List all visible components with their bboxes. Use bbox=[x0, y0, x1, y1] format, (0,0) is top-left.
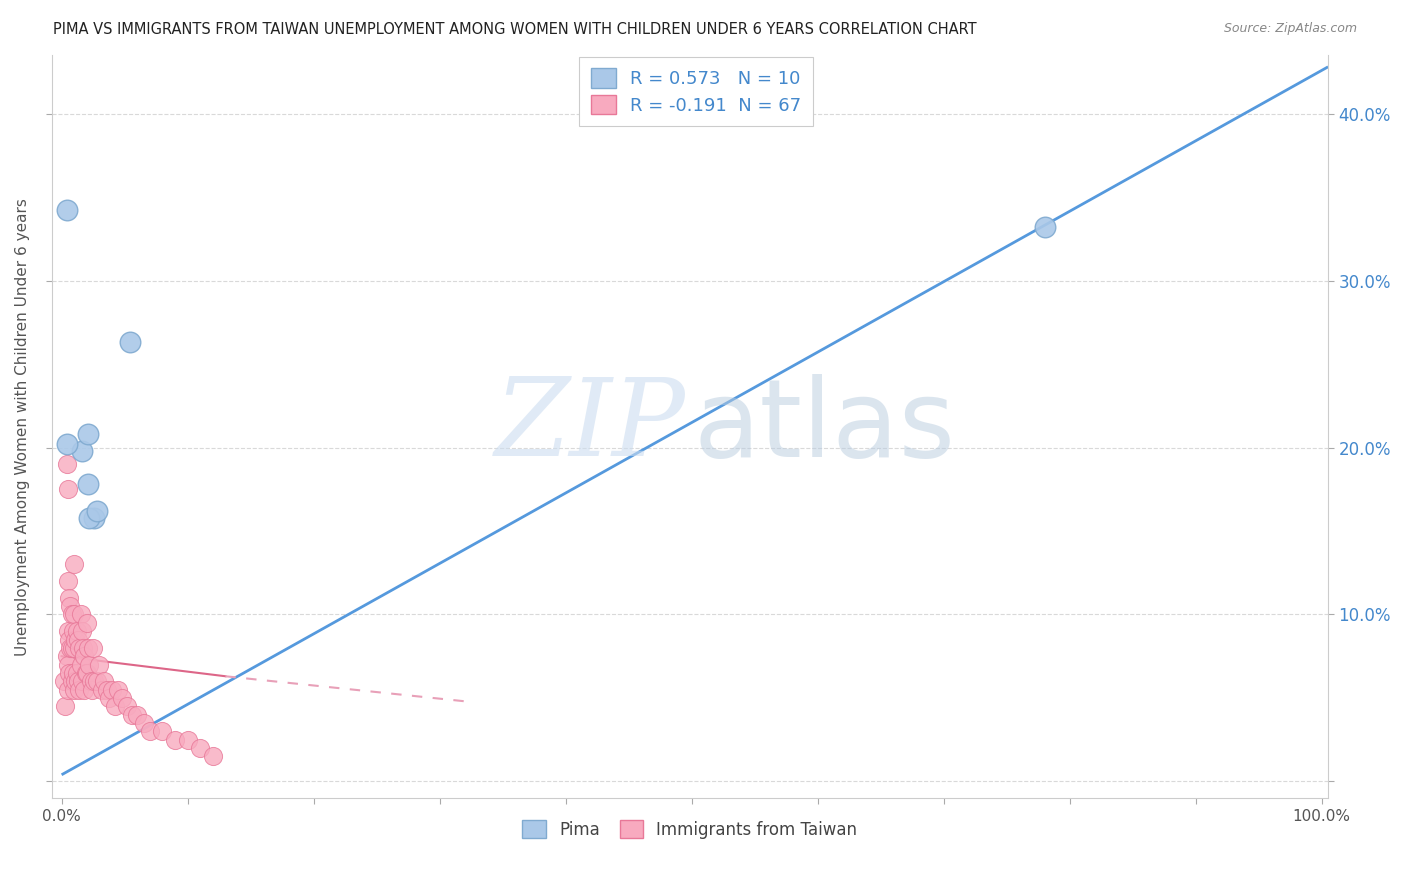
Point bbox=[76, 615, 98, 630]
Point bbox=[76, 665, 98, 680]
Point bbox=[201, 749, 224, 764]
Text: atlas: atlas bbox=[693, 374, 956, 480]
Point bbox=[70, 443, 93, 458]
Point bbox=[60, 674, 83, 689]
Point bbox=[65, 632, 87, 647]
Point bbox=[55, 699, 77, 714]
Point bbox=[163, 732, 186, 747]
Point bbox=[188, 741, 211, 756]
Point bbox=[56, 657, 79, 672]
Point bbox=[83, 510, 105, 524]
Point bbox=[58, 665, 80, 680]
Point bbox=[152, 724, 174, 739]
Point bbox=[77, 640, 100, 655]
Point bbox=[73, 649, 96, 664]
Point bbox=[93, 674, 115, 689]
Point bbox=[115, 699, 138, 714]
Point bbox=[69, 657, 91, 672]
Point bbox=[59, 599, 82, 614]
Point bbox=[73, 682, 96, 697]
Point bbox=[62, 624, 84, 639]
Point bbox=[60, 607, 83, 622]
Point bbox=[111, 690, 134, 705]
Point bbox=[66, 624, 89, 639]
Point bbox=[83, 674, 105, 689]
Point bbox=[79, 674, 101, 689]
Point bbox=[86, 674, 108, 689]
Text: PIMA VS IMMIGRANTS FROM TAIWAN UNEMPLOYMENT AMONG WOMEN WITH CHILDREN UNDER 6 YE: PIMA VS IMMIGRANTS FROM TAIWAN UNEMPLOYM… bbox=[53, 22, 977, 37]
Point bbox=[132, 716, 155, 731]
Point bbox=[65, 674, 87, 689]
Point bbox=[79, 510, 101, 524]
Point bbox=[101, 682, 124, 697]
Point bbox=[103, 699, 125, 714]
Point bbox=[70, 674, 93, 689]
Point bbox=[90, 682, 112, 697]
Point bbox=[60, 640, 83, 655]
Point bbox=[80, 682, 103, 697]
Point bbox=[176, 732, 198, 747]
Point bbox=[56, 682, 79, 697]
Point bbox=[82, 640, 104, 655]
Point bbox=[58, 591, 80, 605]
Legend: Pima, Immigrants from Taiwan: Pima, Immigrants from Taiwan bbox=[516, 814, 865, 846]
Point bbox=[55, 649, 77, 664]
Point bbox=[63, 607, 86, 622]
Point bbox=[63, 640, 86, 655]
Point bbox=[63, 558, 86, 572]
Point bbox=[121, 707, 143, 722]
Point bbox=[70, 624, 93, 639]
Point bbox=[66, 665, 89, 680]
Point bbox=[66, 632, 89, 647]
Point bbox=[118, 335, 141, 350]
Point bbox=[98, 690, 121, 705]
Point bbox=[59, 640, 82, 655]
Point bbox=[58, 632, 80, 647]
Point bbox=[77, 427, 100, 442]
Point bbox=[96, 682, 118, 697]
Point bbox=[127, 707, 149, 722]
Point bbox=[55, 203, 77, 218]
Point bbox=[69, 607, 91, 622]
Point bbox=[67, 682, 90, 697]
Point bbox=[72, 640, 94, 655]
Point bbox=[56, 574, 79, 588]
Text: ZIP: ZIP bbox=[495, 374, 686, 479]
Point bbox=[139, 724, 162, 739]
Text: Source: ZipAtlas.com: Source: ZipAtlas.com bbox=[1223, 22, 1357, 36]
Point bbox=[55, 457, 77, 471]
Point bbox=[79, 657, 101, 672]
Point bbox=[77, 477, 100, 491]
Point bbox=[1033, 220, 1056, 235]
Point bbox=[67, 640, 90, 655]
Point bbox=[63, 682, 86, 697]
Point bbox=[66, 674, 89, 689]
Point bbox=[56, 624, 79, 639]
Point bbox=[56, 482, 79, 496]
Point bbox=[75, 665, 97, 680]
Point bbox=[62, 665, 84, 680]
Y-axis label: Unemployment Among Women with Children Under 6 years: Unemployment Among Women with Children U… bbox=[15, 198, 30, 656]
Point bbox=[86, 504, 108, 518]
Point bbox=[53, 674, 76, 689]
Point bbox=[89, 657, 111, 672]
Point bbox=[55, 437, 77, 451]
Point bbox=[107, 682, 129, 697]
